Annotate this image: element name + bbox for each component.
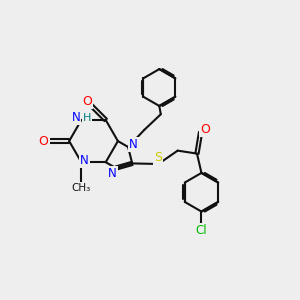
- Text: O: O: [200, 123, 210, 136]
- Text: H: H: [82, 112, 91, 123]
- Text: N: N: [72, 111, 80, 124]
- Text: N: N: [108, 167, 117, 180]
- Text: N: N: [80, 154, 89, 167]
- Text: N: N: [129, 138, 138, 151]
- Text: S: S: [154, 151, 162, 164]
- Text: CH₃: CH₃: [72, 183, 91, 193]
- Text: O: O: [82, 95, 92, 108]
- Text: Cl: Cl: [196, 224, 207, 237]
- Text: O: O: [39, 135, 49, 148]
